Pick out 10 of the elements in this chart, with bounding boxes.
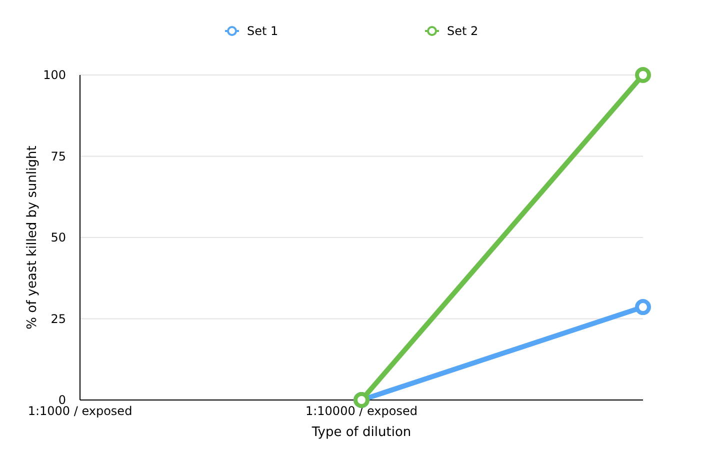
y-tick-label: 75	[50, 149, 66, 164]
y-tick-label: 25	[50, 312, 66, 326]
y-tick-label: 50	[50, 230, 66, 245]
point	[635, 67, 651, 83]
x-axis-title: Type of dilution	[310, 425, 412, 440]
y-axis-title: % of yeast killed by sunlight	[25, 146, 40, 330]
y-tick-label: 100	[43, 68, 66, 82]
legend-label: Set 1	[247, 24, 278, 38]
legend-label: Set 2	[447, 24, 478, 38]
point	[635, 299, 651, 316]
